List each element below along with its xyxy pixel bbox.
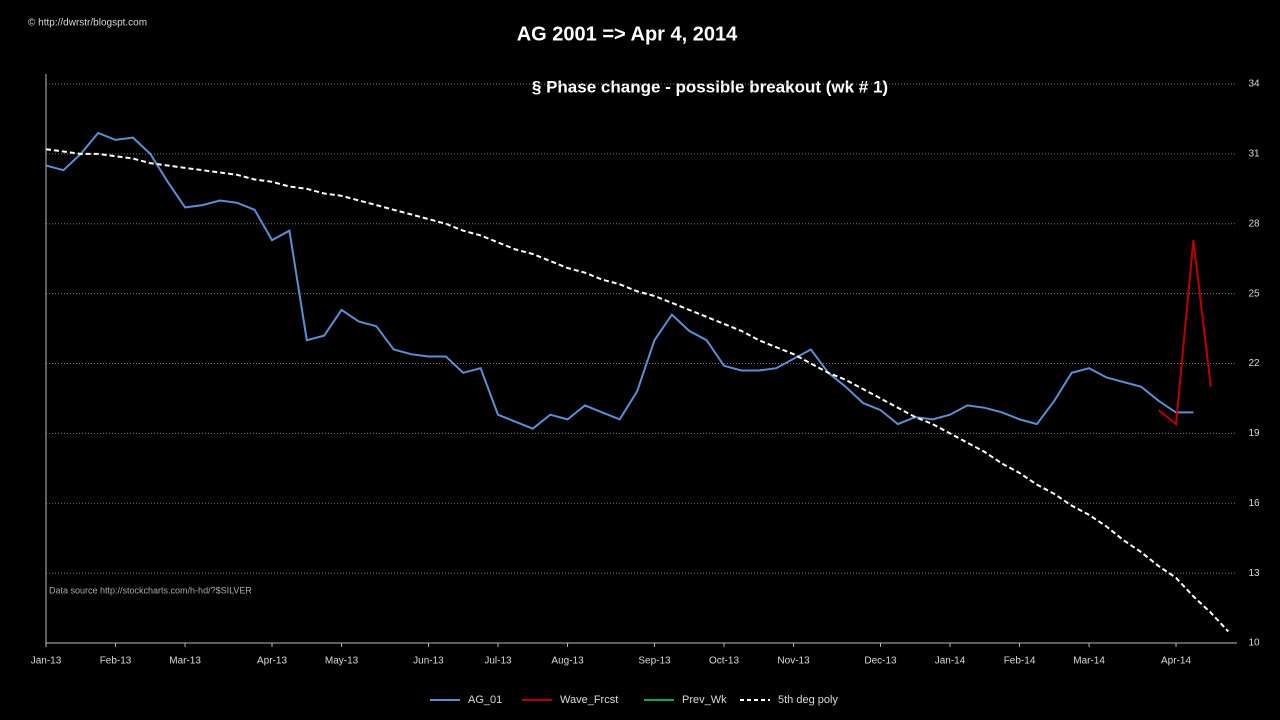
series-line	[45, 148, 1229, 633]
copyright: © http://dwrstr/blogspt.com	[28, 18, 147, 29]
x-tick-label: Aug-13	[551, 656, 584, 667]
legend-label: Prev_Wk	[682, 694, 727, 706]
x-tick-label: May-13	[325, 656, 359, 667]
y-tick-label: 10	[1248, 638, 1260, 649]
y-tick-label: 16	[1248, 498, 1260, 509]
x-tick-label: Mar-14	[1073, 656, 1105, 667]
legend-label: Wave_Frcst	[560, 694, 618, 706]
legend-label: 5th deg poly	[778, 694, 838, 706]
series-line	[1157, 239, 1212, 427]
x-tick-label: Feb-13	[100, 656, 132, 667]
x-tick-label: Feb-14	[1004, 656, 1036, 667]
y-tick-label: 22	[1248, 358, 1260, 369]
y-tick-label: 31	[1248, 149, 1260, 160]
x-tick-label: Jan-13	[31, 656, 62, 667]
y-tick-label: 19	[1248, 428, 1260, 439]
y-tick-label: 13	[1248, 568, 1260, 579]
x-tick-label: Jan-14	[935, 656, 966, 667]
chart-subtitle: § Phase change - possible breakout (wk #…	[532, 77, 888, 96]
x-tick-label: Apr-14	[1161, 656, 1191, 667]
chart-title: AG 2001 => Apr 4, 2014	[517, 23, 738, 45]
data-source: Data source http://stockcharts.com/h-hd/…	[49, 585, 252, 595]
x-tick-label: Dec-13	[864, 656, 897, 667]
x-tick-label: Jun-13	[413, 656, 444, 667]
series-line	[45, 131, 1194, 430]
x-tick-label: Jul-13	[484, 656, 512, 667]
x-tick-label: Mar-13	[169, 656, 201, 667]
y-tick-label: 28	[1248, 218, 1260, 229]
y-tick-label: 25	[1248, 288, 1260, 299]
legend-label: AG_01	[468, 694, 502, 706]
x-tick-label: Oct-13	[709, 656, 739, 667]
x-tick-label: Nov-13	[777, 656, 810, 667]
x-tick-label: Sep-13	[638, 656, 671, 667]
y-tick-label: 34	[1248, 79, 1260, 90]
x-tick-label: Apr-13	[257, 656, 287, 667]
